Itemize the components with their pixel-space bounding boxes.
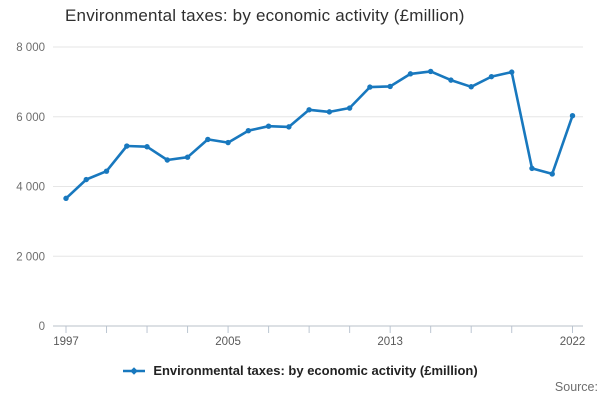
y-tick-label-0: 0 [39, 321, 45, 333]
data-point-2022[interactable] [569, 113, 576, 119]
data-point-2009[interactable] [306, 107, 312, 113]
data-point-1999[interactable] [103, 168, 110, 174]
data-point-2021[interactable] [549, 171, 555, 177]
data-point-2019[interactable] [509, 69, 515, 75]
y-tick-label-4000: 4 000 [16, 182, 45, 194]
data-point-2004[interactable] [205, 136, 211, 143]
data-point-2012[interactable] [367, 84, 373, 90]
legend-item-environmental-taxes[interactable]: Environmental taxes: by economic activit… [122, 363, 478, 378]
data-point-2013[interactable] [387, 83, 393, 90]
x-tick-label-2022: 2022 [560, 336, 586, 348]
source-note: Source: [554, 380, 598, 394]
data-point-2016[interactable] [448, 77, 454, 83]
chart-plot-area[interactable]: 0 2 000 4 000 6 000 8 000 1997 2005 2013 2022 [0, 0, 600, 360]
y-tick-label-6000: 6 000 [16, 112, 45, 124]
data-point-2017[interactable] [468, 84, 474, 90]
legend: Environmental taxes: by economic activit… [0, 363, 600, 378]
series-line-environmental-taxes[interactable] [64, 70, 574, 200]
data-point-2008[interactable] [286, 124, 292, 130]
x-tick-label-2005: 2005 [215, 336, 241, 348]
x-tick-label-1997: 1997 [53, 336, 79, 348]
data-point-2010[interactable] [326, 109, 333, 115]
x-tick-label-2013: 2013 [377, 336, 403, 348]
y-tick-label-2000: 2 000 [16, 251, 45, 263]
data-point-2020[interactable] [529, 165, 535, 172]
data-point-2007[interactable] [265, 123, 272, 129]
data-point-2003[interactable] [184, 154, 191, 160]
data-point-2000[interactable] [124, 143, 130, 149]
data-point-2011[interactable] [346, 105, 353, 111]
legend-label: Environmental taxes: by economic activit… [153, 363, 478, 378]
legend-line-icon [123, 366, 146, 375]
data-point-2006[interactable] [245, 128, 252, 134]
data-point-2018[interactable] [488, 73, 495, 80]
data-point-2005[interactable] [225, 139, 231, 146]
data-point-2002[interactable] [164, 157, 170, 163]
data-point-2015[interactable] [427, 68, 434, 75]
chart-title: Environmental taxes: by economic activit… [65, 6, 465, 25]
data-point-1998[interactable] [83, 176, 89, 183]
data-point-2014[interactable] [407, 71, 414, 77]
data-point-2001[interactable] [144, 144, 150, 150]
y-tick-label-8000: 8 000 [16, 42, 45, 54]
data-point-1997[interactable] [63, 195, 69, 202]
